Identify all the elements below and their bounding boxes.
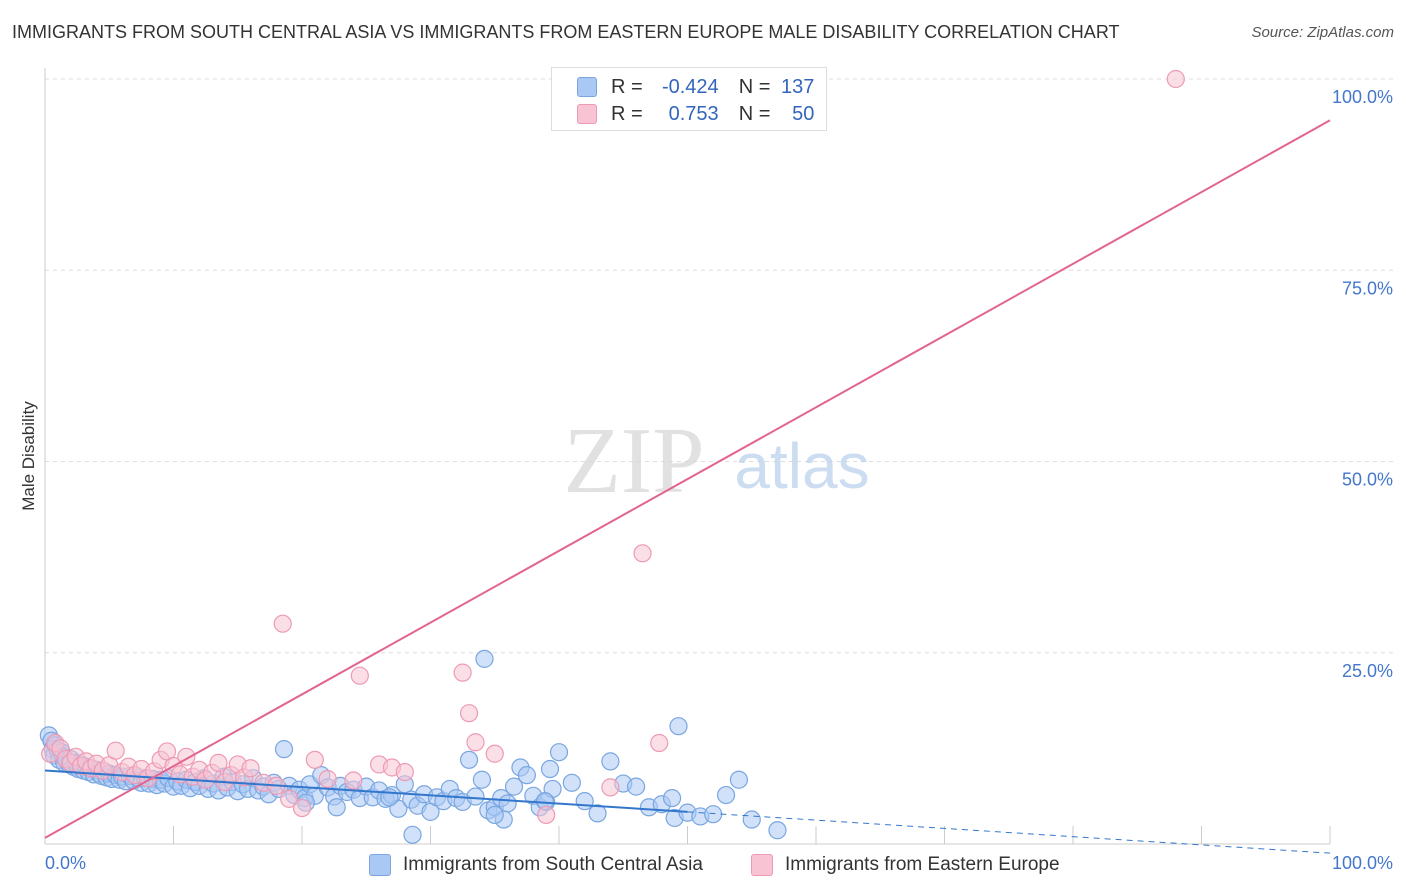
bottom-legend-blue: Immigrants from South Central Asia xyxy=(369,852,703,878)
gridlines xyxy=(45,78,1395,654)
bottom-legend-label: Immigrants from South Central Asia xyxy=(403,854,703,875)
legend-swatch-blue xyxy=(577,77,597,97)
legend-n-value: 137 xyxy=(781,75,815,98)
data-point xyxy=(459,750,479,769)
data-point xyxy=(395,762,414,782)
x-tick-label: 0.0% xyxy=(45,853,86,873)
data-point xyxy=(344,771,363,790)
data-point xyxy=(305,750,324,769)
legend-r-label: R = xyxy=(611,102,643,125)
legend-r-label: R = xyxy=(611,75,643,98)
data-point xyxy=(403,825,422,844)
data-point xyxy=(601,752,620,771)
data-point xyxy=(472,770,491,789)
bottom-legend-swatch-blue xyxy=(369,854,391,876)
watermark-zip: ZIP xyxy=(564,409,705,513)
data-point xyxy=(669,717,688,736)
tick-labels: 25.0% 50.0% 75.0% 100.0% 0.0% 100.0% xyxy=(45,87,1393,873)
data-point xyxy=(273,614,292,633)
y-tick-label: 75.0% xyxy=(1342,278,1393,298)
legend-row-blue: R = -0.424 N = 137 xyxy=(577,75,814,99)
data-point xyxy=(466,733,485,752)
data-point xyxy=(562,773,581,792)
data-point xyxy=(466,787,485,806)
data-point xyxy=(575,792,594,811)
data-point xyxy=(485,744,504,763)
y-tick-label: 100.0% xyxy=(1332,87,1393,107)
data-point xyxy=(485,805,504,825)
y-axis-label: Male Disability xyxy=(19,401,38,511)
data-point xyxy=(504,777,524,796)
legend-swatch-pink xyxy=(577,104,597,124)
legend-r-value: -0.424 xyxy=(661,75,719,98)
data-point xyxy=(588,804,607,823)
data-point xyxy=(742,810,761,829)
bottom-legend-swatch-pink xyxy=(751,854,773,876)
data-point xyxy=(327,798,346,817)
correlation-legend: R = -0.424 N = 137 R = 0.753 N = 50 xyxy=(551,67,827,131)
series-south-central-asia xyxy=(39,649,787,844)
legend-n-label: N = xyxy=(738,102,771,125)
data-point xyxy=(537,805,556,825)
data-point xyxy=(318,769,337,789)
data-point xyxy=(716,785,736,805)
y-tick-label: 25.0% xyxy=(1342,661,1393,681)
source-label: Source: ZipAtlas.com xyxy=(1251,24,1394,41)
data-point xyxy=(459,704,479,723)
chart-title: IMMIGRANTS FROM SOUTH CENTRAL ASIA VS IM… xyxy=(12,22,1120,42)
series-eastern-europe xyxy=(41,69,1185,825)
data-point xyxy=(540,759,560,779)
data-point xyxy=(292,798,312,818)
trend-lines xyxy=(44,119,1331,854)
legend-n-value: 50 xyxy=(792,102,815,125)
data-point xyxy=(106,741,125,760)
data-point xyxy=(729,770,749,789)
watermark-atlas: atlas xyxy=(734,430,869,502)
data-point xyxy=(768,821,787,840)
data-point xyxy=(350,666,369,685)
data-point xyxy=(241,759,260,778)
data-point xyxy=(704,805,723,824)
data-point xyxy=(650,733,669,753)
data-point xyxy=(475,649,494,668)
data-point xyxy=(453,663,472,682)
data-point xyxy=(626,777,646,796)
watermark: ZIP atlas xyxy=(564,409,870,513)
data-point xyxy=(274,740,294,759)
trend-line-blue-extension xyxy=(687,811,1331,854)
data-point xyxy=(209,753,228,773)
trend-line-pink xyxy=(44,119,1331,839)
data-point xyxy=(633,544,652,563)
data-point xyxy=(280,789,299,808)
bottom-legend-pink: Immigrants from Eastern Europe xyxy=(751,852,1060,878)
data-point xyxy=(1166,69,1185,89)
y-tick-label: 50.0% xyxy=(1342,470,1393,490)
legend-r-value: 0.753 xyxy=(668,102,719,125)
axes xyxy=(44,68,1331,845)
legend-n-label: N = xyxy=(738,75,771,98)
data-point xyxy=(517,766,536,785)
legend-row-pink: R = 0.753 N = 50 xyxy=(577,102,814,126)
bottom-legend-label: Immigrants from Eastern Europe xyxy=(785,854,1060,875)
data-point xyxy=(601,778,620,797)
data-point xyxy=(662,788,682,808)
x-tick-label: 100.0% xyxy=(1332,853,1393,873)
data-point xyxy=(549,743,569,762)
